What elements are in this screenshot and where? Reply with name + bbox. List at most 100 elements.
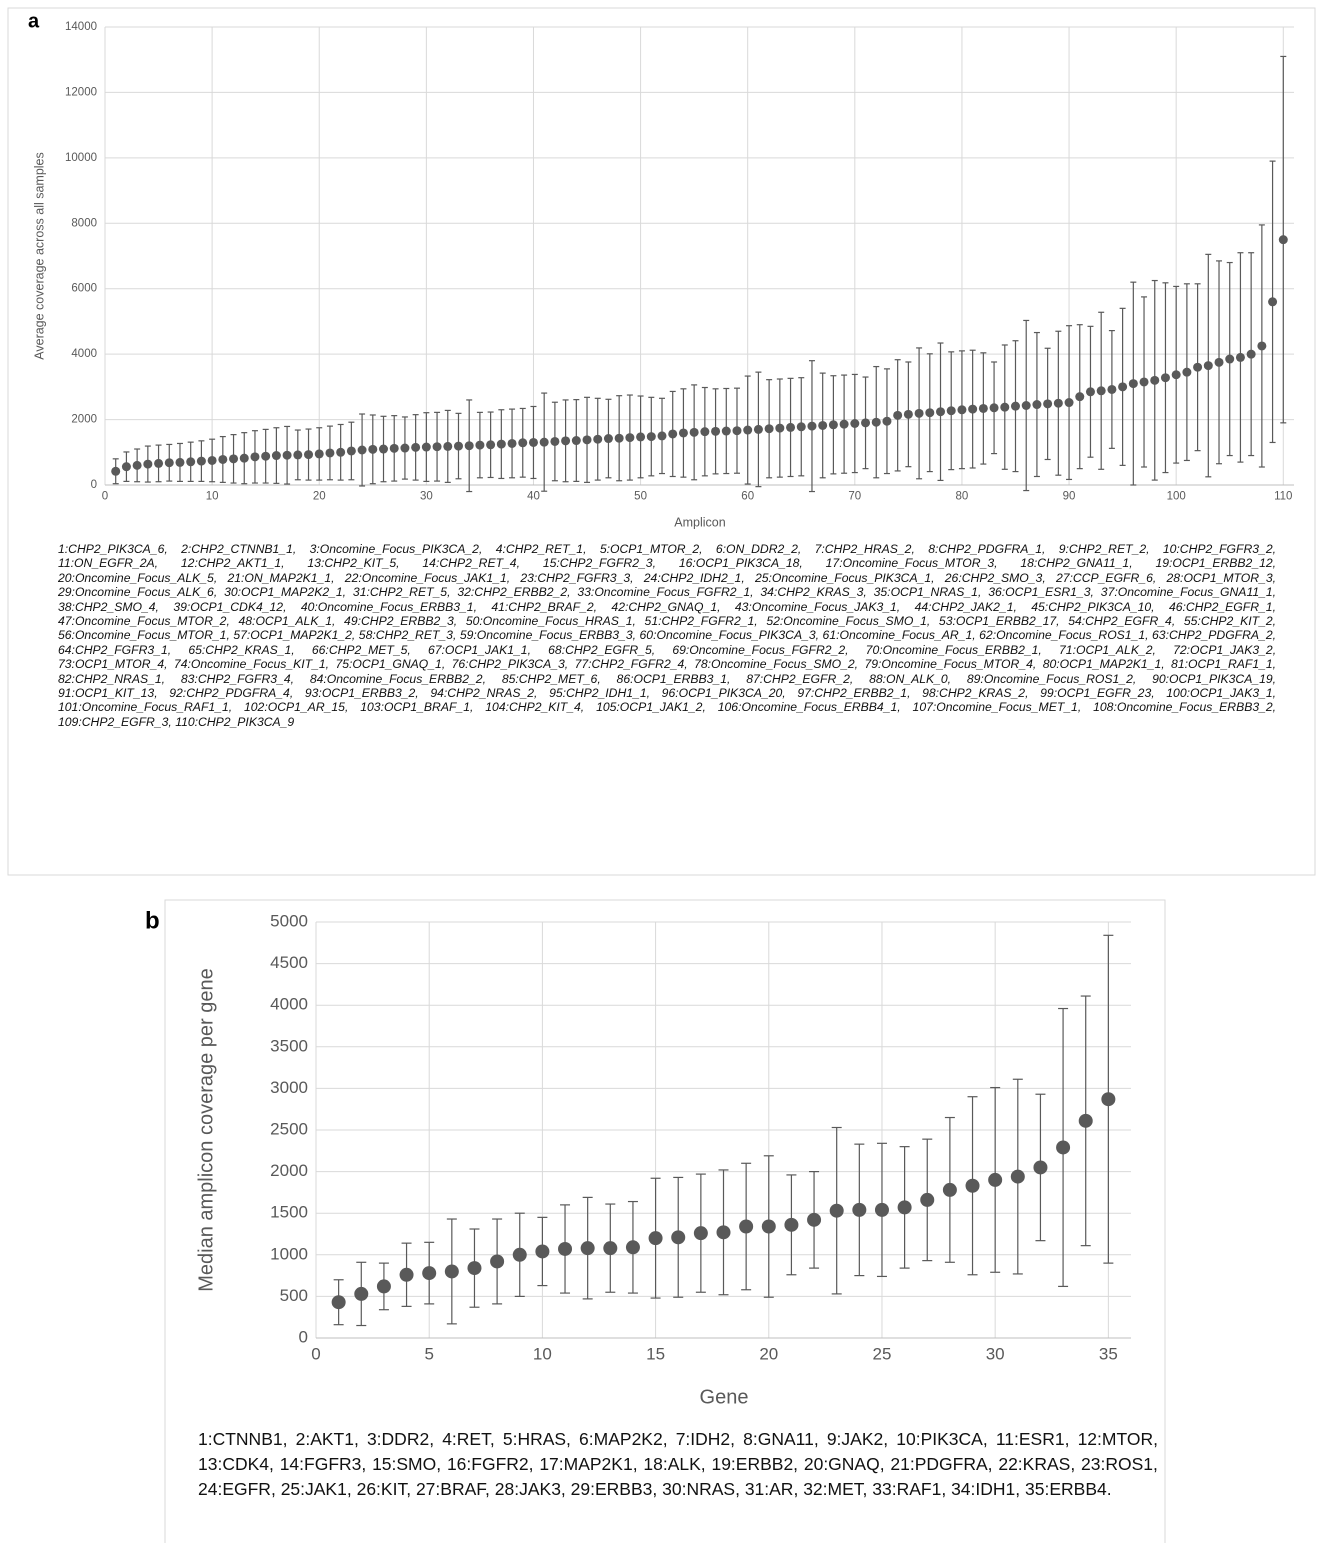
point — [411, 442, 421, 452]
key-entry: 4:RET, — [442, 1429, 495, 1449]
y-tick-label: 0 — [91, 479, 97, 491]
key-entry: 30:NRAS, — [662, 1479, 740, 1499]
point — [261, 451, 271, 461]
point — [775, 423, 785, 433]
y-tick-label: 3000 — [270, 1078, 308, 1097]
key-entry: 51:CHP2_FGFR2_1, — [644, 614, 758, 629]
point — [175, 457, 185, 467]
key-entry: 36:OCP1_ESR1_3, — [988, 585, 1094, 600]
point — [871, 417, 881, 427]
point — [1225, 354, 1235, 364]
point — [582, 435, 592, 445]
point — [893, 410, 903, 420]
key-entry: 13:CHP2_KIT_5, — [307, 556, 400, 571]
point — [357, 445, 367, 455]
key-entry: 7:CHP2_HRAS_2, — [814, 542, 915, 556]
point — [743, 425, 753, 435]
x-tick-label: 10 — [206, 491, 219, 503]
key-entry: 94:CHP2_NRAS_2, — [430, 686, 538, 701]
key-entry: 17:MAP2K1, — [539, 1454, 638, 1474]
y-tick-label: 2000 — [71, 414, 97, 426]
amplicon-key: 1:CHP2_PIK3CA_6, 2:CHP2_CTNNB1_1, 3:Onco… — [58, 542, 1276, 729]
key-entry: 53:OCP1_ERBB2_17, — [938, 614, 1060, 629]
point — [1150, 375, 1160, 385]
point — [1053, 398, 1063, 408]
key-entry: 79:Oncomine_Focus_MTOR_4, — [864, 657, 1037, 672]
key-entry: 81:OCP1_RAF1_1, — [1171, 657, 1277, 672]
key-entry: 10:CHP2_FGFR3_2, — [1162, 542, 1276, 556]
key-entry: 108:Oncomine_Focus_ERBB3_2, — [1093, 700, 1277, 715]
key-entry: 52:Oncomine_Focus_SMO_1, — [766, 614, 931, 629]
point — [603, 1241, 618, 1256]
point — [657, 431, 667, 441]
point — [331, 1295, 346, 1310]
point — [421, 442, 431, 452]
key-entry: 21:PDGFRA, — [890, 1454, 993, 1474]
x-tick-label: 0 — [102, 491, 108, 503]
key-entry: 84:Oncomine_Focus_ERBB2_2, — [309, 671, 486, 686]
key-entry: 76:CHP2_PIK3CA_3, — [451, 657, 569, 672]
key-entry: 2:CHP2_CTNNB1_1, — [181, 542, 297, 556]
point — [839, 419, 849, 429]
key-entry: 75:OCP1_GNAQ_1, — [335, 657, 446, 672]
key-entry: 70:Oncomine_Focus_ERBB2_1, — [865, 642, 1042, 657]
key-entry: 25:Oncomine_Focus_PIK3CA_1, — [754, 570, 935, 585]
key-entry: 58:CHP2_RET_3, — [358, 628, 457, 643]
key-entry: 103:OCP1_BRAF_1, — [360, 700, 474, 715]
key-entry: 54:CHP2_EGFR_4, — [1068, 614, 1176, 629]
key-entry: 106:Oncomine_Focus_ERBB4_1, — [717, 700, 901, 715]
point — [490, 1254, 505, 1269]
point — [882, 416, 892, 426]
point — [121, 462, 131, 472]
point — [753, 424, 763, 434]
key-entry: 1:CHP2_PIK3CA_6, — [58, 542, 168, 556]
point — [1000, 402, 1010, 412]
key-entry: 89:Oncomine_Focus_ROS1_2, — [966, 671, 1137, 686]
x-tick-label: 20 — [313, 491, 326, 503]
point — [721, 426, 731, 436]
panel-label: b — [145, 907, 160, 934]
x-tick-label: 30 — [420, 491, 433, 503]
key-entry: 33:RAF1, — [872, 1479, 947, 1499]
key-entry: 99:OCP1_EGFR_23, — [1040, 686, 1155, 701]
point — [764, 424, 774, 434]
key-entry: 57:OCP1_MAP2K1_2, — [233, 628, 356, 643]
point — [218, 454, 228, 464]
x-tick-label: 35 — [1099, 1344, 1118, 1363]
key-entry: 19:ERBB2, — [711, 1454, 799, 1474]
key-entry: 107:Oncomine_Focus_MET_1, — [912, 700, 1082, 715]
point — [368, 444, 378, 454]
point — [1021, 401, 1031, 411]
point — [271, 451, 281, 461]
key-entry: 16:FGFR2, — [446, 1454, 534, 1474]
key-entry: 59:Oncomine_Focus_ERBB3_3, — [459, 628, 637, 643]
key-entry: 40:Oncomine_Focus_ERBB3_1, — [300, 599, 477, 614]
x-tick-label: 100 — [1167, 491, 1186, 503]
point — [761, 1219, 776, 1234]
key-entry: 61:Oncomine_Focus_AR_1, — [822, 628, 976, 643]
point — [936, 407, 946, 417]
point — [1128, 379, 1138, 389]
key-entry: 17:Oncomine_Focus_MTOR_3, — [825, 556, 998, 571]
key-entry: 74:Oncomine_Focus_KIT_1, — [173, 657, 330, 672]
key-entry: 67:OCP1_JAK1_1, — [427, 642, 531, 657]
key-entry: 22:KRAS, — [998, 1454, 1076, 1474]
point — [164, 458, 174, 468]
point — [1010, 401, 1020, 411]
y-tick-label: 0 — [299, 1327, 308, 1346]
point — [988, 1172, 1003, 1187]
key-entry: 48:OCP1_ALK_1, — [238, 614, 336, 629]
point — [614, 433, 624, 443]
key-entry: 80:OCP1_MAP2K1_1, — [1042, 657, 1165, 672]
key-entry: 12:CHP2_AKT1_1, — [180, 556, 285, 571]
x-tick-label: 20 — [759, 1344, 778, 1363]
key-entry: 26:KIT, — [356, 1479, 412, 1499]
key-entry: 65:CHP2_KRAS_1, — [188, 642, 295, 657]
point — [422, 1266, 437, 1281]
point — [1107, 384, 1117, 394]
key-entry: 16:OCP1_PIK3CA_18, — [678, 556, 803, 571]
point — [625, 1240, 640, 1255]
key-entry: 56:Oncomine_Focus_MTOR_1, — [58, 628, 230, 643]
key-entry: 90:OCP1_PIK3CA_19, — [1152, 671, 1277, 686]
x-axis-label: Gene — [700, 1386, 749, 1408]
